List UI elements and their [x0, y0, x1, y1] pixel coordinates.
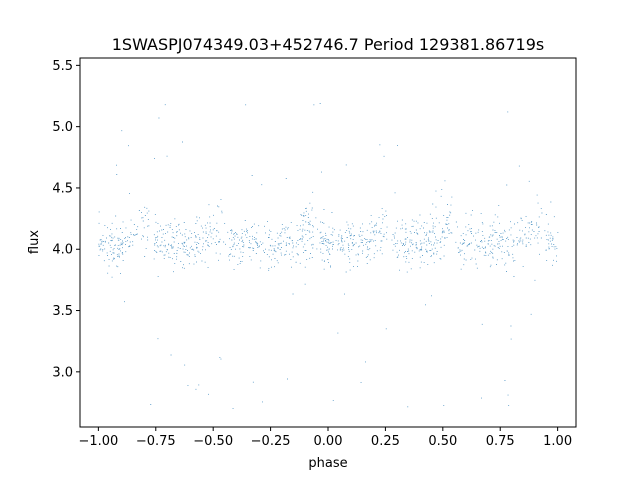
x-tick-label: −0.75	[136, 434, 176, 449]
x-tick-label: 1.00	[543, 434, 572, 449]
x-tick-label: 0.25	[371, 434, 400, 449]
y-axis: 3.0 3.5 4.0 4.5 5.0 5.5	[52, 59, 80, 380]
x-tick-label: −1.00	[78, 434, 118, 449]
y-tick-label: 5.5	[52, 59, 73, 74]
x-axis-label: phase	[308, 456, 347, 471]
y-axis-label: flux	[27, 230, 42, 254]
chart-title: 1SWASPJ074349.03+452746.7 Period 129381.…	[112, 35, 544, 54]
x-tick-label: 0.50	[428, 434, 457, 449]
y-tick-label: 3.0	[52, 365, 73, 380]
y-tick-label: 5.0	[52, 120, 73, 135]
x-tick-label: 0.75	[486, 434, 515, 449]
x-tick-label: −0.50	[193, 434, 233, 449]
y-tick-label: 4.0	[52, 243, 73, 258]
y-tick-label: 3.5	[52, 304, 73, 319]
data-points	[98, 103, 559, 410]
flux-points-series	[98, 103, 559, 410]
y-tick-label: 4.5	[52, 181, 73, 196]
x-tick-label: −0.25	[251, 434, 291, 449]
x-tick-label: 0.00	[314, 434, 343, 449]
x-axis: −1.00 −0.75 −0.50 −0.25 0.00 0.25 0.50 0.75 1.00	[78, 427, 572, 449]
